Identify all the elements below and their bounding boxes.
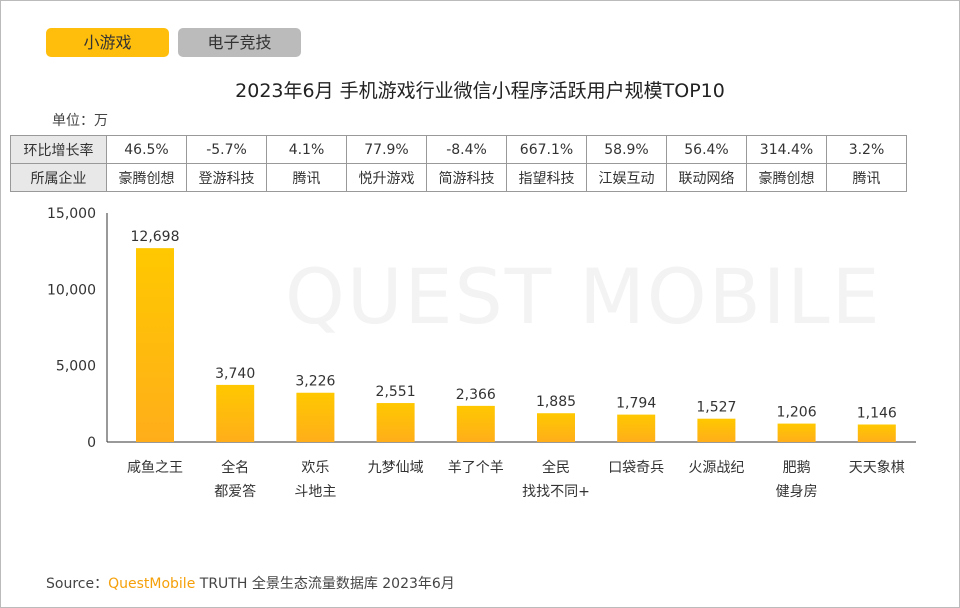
bar — [216, 384, 255, 442]
bar — [697, 418, 736, 442]
x-tick-label: 斗地主 — [294, 484, 336, 500]
tab-mini-games[interactable]: 小游戏 — [46, 28, 169, 57]
source-brand: QuestMobile — [108, 576, 196, 592]
x-tick-label: 口袋奇兵 — [608, 459, 664, 476]
x-tick-label: 全民 — [542, 459, 570, 476]
data-label: 1,206 — [777, 405, 817, 421]
x-tick-label: 九梦仙域 — [368, 460, 424, 476]
row-label-company: 所属企业 — [10, 163, 107, 192]
growth-cell: 3.2% — [826, 135, 907, 164]
growth-cell: 58.9% — [586, 135, 667, 164]
y-tick-label: 10,000 — [47, 282, 96, 298]
bar — [777, 423, 816, 442]
data-label: 3,226 — [295, 374, 335, 390]
bar — [136, 248, 174, 442]
row-label-growth: 环比增长率 — [10, 135, 107, 164]
source-suffix: TRUTH 全景生态流量数据库 2023年6月 — [199, 576, 455, 592]
company-cell: 悦升游戏 — [346, 163, 427, 192]
growth-cell: 56.4% — [666, 135, 747, 164]
company-cell: 指望科技 — [506, 163, 587, 192]
x-tick-label: 欢乐 — [301, 460, 329, 476]
x-tick-label: 都爱答 — [214, 483, 256, 500]
x-tick-label: 健身房 — [776, 484, 818, 500]
x-tick-label: 火源战纪 — [688, 460, 744, 476]
chart-title: 2023年6月 手机游戏行业微信小程序活跃用户规模TOP10 — [235, 80, 725, 102]
bar — [456, 405, 495, 442]
bar — [857, 424, 896, 442]
bar — [376, 403, 415, 442]
bar — [617, 414, 656, 442]
data-label: 1,527 — [696, 400, 736, 416]
growth-cell: 667.1% — [506, 135, 587, 164]
data-label: 3,740 — [215, 366, 255, 382]
y-tick-label: 5,000 — [56, 359, 96, 375]
tab-esports[interactable]: 电子竞技 — [178, 28, 301, 57]
company-cell: 腾讯 — [266, 163, 347, 192]
data-label: 1,885 — [536, 394, 576, 410]
x-tick-label: 咸鱼之王 — [127, 459, 183, 476]
growth-cell: -5.7% — [186, 135, 267, 164]
info-table: 环比增长率 46.5% -5.7% 4.1% 77.9% -8.4% 667.1% 58.9%… — [10, 135, 907, 192]
data-label: 12,698 — [131, 229, 180, 245]
y-tick-label: 15,000 — [47, 206, 96, 222]
unit-label: 单位：万 — [52, 113, 108, 129]
bar — [537, 413, 575, 442]
data-label: 2,366 — [456, 387, 496, 403]
source-prefix: Source： — [46, 576, 109, 592]
y-tick-label: 0 — [87, 435, 96, 451]
bar — [296, 392, 335, 442]
x-tick-label: 全名 — [221, 459, 249, 476]
company-cell: 豪腾创想 — [106, 163, 187, 192]
x-tick-label: 肥鹅 — [783, 459, 811, 476]
x-tick-label: 找找不同+ — [522, 484, 590, 500]
x-tick-label: 天天象棋 — [849, 460, 905, 476]
growth-cell: 46.5% — [106, 135, 187, 164]
data-label: 1,794 — [616, 396, 656, 412]
watermark: QUEST MOBILE — [285, 252, 882, 341]
data-label: 2,551 — [376, 384, 416, 400]
company-cell: 联动网络 — [666, 163, 747, 192]
data-label: 1,146 — [857, 406, 897, 422]
company-cell: 腾讯 — [826, 163, 907, 192]
x-tick-label: 羊了个羊 — [448, 460, 504, 476]
company-cell: 登游科技 — [186, 163, 267, 192]
source-line: Source：QuestMobile TRUTH 全景生态流量数据库 2023年… — [46, 573, 455, 593]
